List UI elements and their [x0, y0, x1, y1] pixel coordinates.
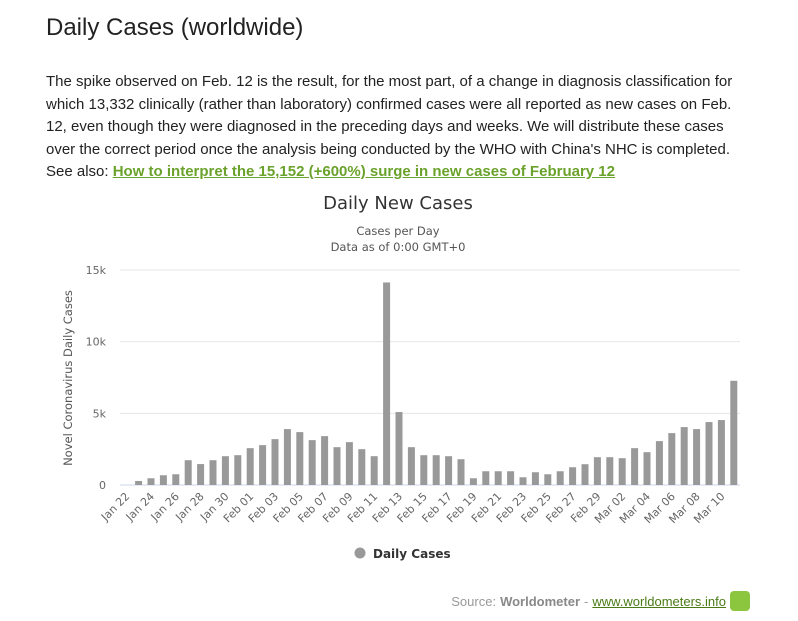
bar[interactable]: [432, 455, 440, 485]
bar[interactable]: [668, 433, 676, 485]
bar[interactable]: [717, 420, 725, 485]
bar[interactable]: [705, 422, 713, 485]
bar[interactable]: [209, 460, 217, 485]
y-tick-label: 15k: [86, 264, 107, 277]
bar[interactable]: [308, 440, 316, 485]
bar[interactable]: [531, 472, 539, 485]
bar[interactable]: [655, 441, 663, 485]
daily-cases-chart: Daily New Cases Cases per Day Data as of…: [61, 193, 740, 561]
bar[interactable]: [494, 471, 502, 485]
legend-item[interactable]: Daily Cases: [354, 547, 451, 561]
bar[interactable]: [631, 448, 639, 485]
chart-subtitle-date: Data as of 0:00 GMT+0: [331, 240, 466, 254]
source-label: Source:: [451, 593, 497, 609]
bar[interactable]: [259, 445, 267, 485]
bar[interactable]: [680, 427, 688, 485]
bar[interactable]: [730, 380, 738, 485]
surge-explanation-link[interactable]: How to interpret the 15,152 (+600%) surg…: [112, 163, 615, 180]
bar[interactable]: [544, 474, 552, 485]
bar[interactable]: [321, 436, 329, 485]
bar[interactable]: [407, 447, 415, 485]
chart-title: Daily New Cases: [323, 193, 473, 214]
y-tick-label: 10k: [86, 336, 107, 349]
bar[interactable]: [395, 412, 403, 485]
legend-label: Daily Cases: [373, 547, 451, 561]
source-line: Source: Worldometer - www.worldometers.i…: [451, 591, 750, 611]
bar[interactable]: [147, 478, 155, 485]
bar[interactable]: [333, 447, 341, 485]
bar[interactable]: [606, 457, 614, 485]
source-link[interactable]: www.worldometers.info: [592, 593, 726, 609]
chart-subtitle: Cases per Day: [356, 224, 439, 238]
y-tick-label: 0: [99, 479, 106, 492]
bar[interactable]: [420, 455, 428, 485]
bar[interactable]: [370, 456, 378, 485]
description: The spike observed on Feb. 12 is the res…: [46, 71, 756, 184]
bar[interactable]: [457, 459, 465, 485]
bar[interactable]: [519, 477, 527, 485]
source-name: Worldometer: [500, 593, 580, 609]
bar[interactable]: [246, 448, 254, 485]
bar[interactable]: [569, 467, 577, 485]
bar[interactable]: [184, 460, 192, 485]
bar[interactable]: [296, 432, 304, 485]
source-separator: -: [584, 593, 589, 609]
worldometer-logo-icon[interactable]: [730, 591, 750, 611]
bar[interactable]: [358, 449, 366, 485]
bar[interactable]: [172, 474, 180, 485]
description-text: The spike observed on Feb. 12 is the res…: [46, 73, 733, 158]
bar[interactable]: [507, 471, 515, 485]
bar[interactable]: [197, 464, 205, 485]
bar[interactable]: [469, 478, 477, 485]
y-axis-title: Novel Coronavirus Daily Cases: [61, 290, 75, 466]
bar[interactable]: [581, 464, 589, 485]
page-title: Daily Cases (worldwide): [46, 14, 304, 41]
bar[interactable]: [159, 475, 167, 485]
bar[interactable]: [482, 471, 490, 485]
bar[interactable]: [283, 429, 291, 485]
bar[interactable]: [618, 458, 626, 485]
bar[interactable]: [445, 456, 453, 485]
bar[interactable]: [693, 429, 701, 485]
bar[interactable]: [221, 456, 229, 485]
bar[interactable]: [593, 457, 601, 485]
bar[interactable]: [234, 455, 242, 485]
bar[interactable]: [643, 452, 651, 485]
legend-marker: [354, 547, 366, 559]
see-also-label: See also:: [46, 163, 109, 180]
bar[interactable]: [271, 439, 279, 485]
bar[interactable]: [135, 480, 143, 485]
y-tick-label: 5k: [93, 407, 107, 420]
bar[interactable]: [556, 471, 564, 485]
bar[interactable]: [345, 442, 353, 485]
bar[interactable]: [383, 282, 391, 485]
